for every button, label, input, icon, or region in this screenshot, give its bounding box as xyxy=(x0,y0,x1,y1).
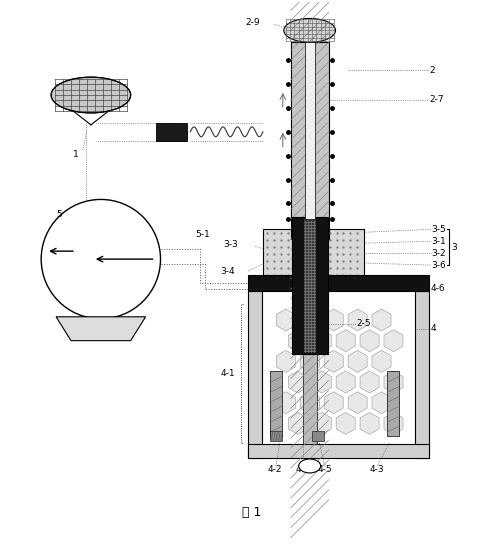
Polygon shape xyxy=(276,309,295,331)
Bar xyxy=(387,372,399,436)
Polygon shape xyxy=(288,371,307,393)
Bar xyxy=(248,275,429,291)
Text: 3-3: 3-3 xyxy=(223,240,238,249)
Text: 3-1: 3-1 xyxy=(431,236,446,246)
Bar xyxy=(415,291,429,458)
Text: 3-6: 3-6 xyxy=(431,260,446,269)
Bar xyxy=(305,42,314,239)
Bar xyxy=(291,42,329,239)
Text: 3-2: 3-2 xyxy=(431,249,446,258)
Polygon shape xyxy=(324,309,343,331)
Polygon shape xyxy=(372,309,391,331)
Text: 3: 3 xyxy=(451,243,457,252)
Polygon shape xyxy=(288,330,307,352)
Text: 5-1: 5-1 xyxy=(196,230,210,239)
Bar xyxy=(270,372,282,436)
Text: 4-2: 4-2 xyxy=(268,466,282,475)
Text: 4-1: 4-1 xyxy=(220,369,235,378)
Polygon shape xyxy=(276,350,295,372)
Bar xyxy=(248,291,262,458)
Polygon shape xyxy=(348,309,367,331)
Text: 4-6: 4-6 xyxy=(431,285,446,293)
Bar xyxy=(248,444,429,458)
Bar xyxy=(292,217,328,354)
Polygon shape xyxy=(288,413,307,434)
Bar xyxy=(263,229,364,279)
Polygon shape xyxy=(372,392,391,414)
Polygon shape xyxy=(300,392,320,414)
Polygon shape xyxy=(312,330,331,352)
Polygon shape xyxy=(360,413,379,434)
Text: 1: 1 xyxy=(73,150,79,159)
Polygon shape xyxy=(56,317,146,340)
Polygon shape xyxy=(336,413,355,434)
Polygon shape xyxy=(348,392,367,414)
Polygon shape xyxy=(300,350,320,372)
Polygon shape xyxy=(372,350,391,372)
Polygon shape xyxy=(300,309,320,331)
Text: 3-4: 3-4 xyxy=(220,267,235,276)
Polygon shape xyxy=(324,392,343,414)
Circle shape xyxy=(41,200,160,319)
Text: 5: 5 xyxy=(56,210,62,219)
Ellipse shape xyxy=(299,459,321,473)
Text: 4-5: 4-5 xyxy=(318,466,332,475)
Ellipse shape xyxy=(51,77,131,113)
Bar xyxy=(156,123,187,141)
Bar xyxy=(304,219,316,352)
Polygon shape xyxy=(336,330,355,352)
Text: 4-3: 4-3 xyxy=(369,466,384,475)
Bar xyxy=(303,291,317,444)
Polygon shape xyxy=(360,371,379,393)
Polygon shape xyxy=(312,413,331,434)
Text: 4-4: 4-4 xyxy=(296,466,310,475)
Bar xyxy=(311,431,324,441)
Polygon shape xyxy=(360,330,379,352)
Polygon shape xyxy=(384,413,403,434)
Text: 3-5: 3-5 xyxy=(431,225,446,234)
Bar xyxy=(270,431,282,441)
Ellipse shape xyxy=(284,18,336,42)
Polygon shape xyxy=(312,371,331,393)
Polygon shape xyxy=(336,371,355,393)
Text: 2-9: 2-9 xyxy=(245,18,260,27)
Polygon shape xyxy=(324,350,343,372)
Polygon shape xyxy=(384,330,403,352)
Text: 2-5: 2-5 xyxy=(356,319,371,328)
Text: 4: 4 xyxy=(431,324,436,333)
Polygon shape xyxy=(384,371,403,393)
Text: 2: 2 xyxy=(429,65,434,75)
Text: 2-7: 2-7 xyxy=(429,96,444,105)
Text: 図 1: 図 1 xyxy=(242,506,262,519)
Polygon shape xyxy=(348,350,367,372)
Polygon shape xyxy=(276,392,295,414)
